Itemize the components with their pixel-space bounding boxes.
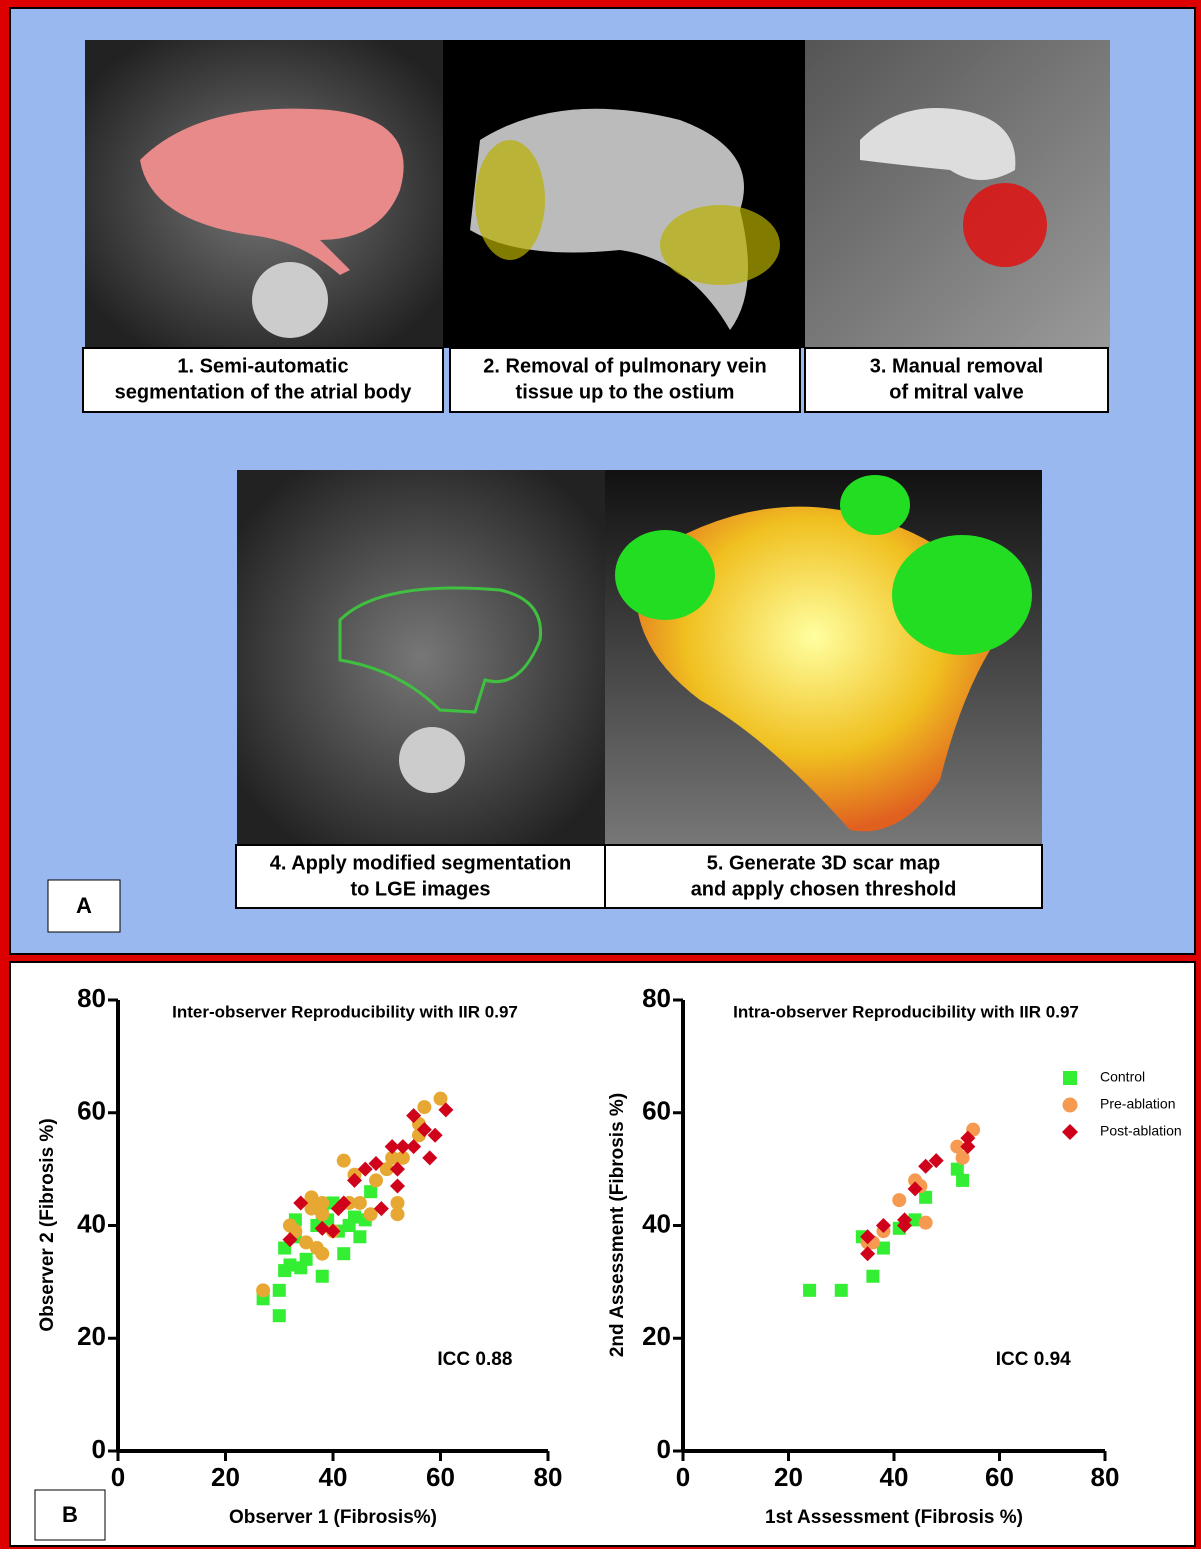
caption: 2. Removal of pulmonary vein [483,355,766,377]
point [803,1284,816,1297]
chart-title: Intra-observer Reproducibility with IIR … [733,1002,1079,1021]
caption: 4. Apply modified segmentation [270,852,572,874]
vein-cap [892,535,1032,655]
point [256,1283,270,1297]
legend-marker [1063,1071,1077,1085]
point [315,1196,329,1210]
vein-cap [840,475,910,535]
vein-plane [475,140,545,260]
legend-marker [1063,1098,1078,1113]
point [866,1270,879,1283]
point [353,1196,367,1210]
point [391,1196,405,1210]
x-tick-label: 80 [534,1462,563,1492]
y-tick-label: 80 [642,983,671,1013]
x-tick-label: 20 [774,1462,803,1492]
caption: 3. Manual removal [870,355,1043,377]
point [369,1173,383,1187]
legend-label: Control [1100,1069,1145,1085]
y-tick-label: 60 [642,1096,671,1126]
caption: to LGE images [350,878,490,900]
panel-label: B [62,1502,78,1527]
annotation: ICC 0.94 [996,1349,1071,1370]
point [337,1154,351,1168]
x-tick-label: 0 [111,1462,125,1492]
y-tick-label: 0 [92,1434,106,1464]
mitral-valve [963,183,1047,267]
y-axis-label: 2nd Assessment (Fibrosis %) [607,1093,628,1357]
figure: A B 1. Semi-automatic segmentation of the… [0,0,1201,1549]
x-tick-label: 40 [319,1462,348,1492]
x-tick-label: 60 [426,1462,455,1492]
y-tick-label: 80 [77,983,106,1013]
x-tick-label: 80 [1091,1462,1120,1492]
annotation: ICC 0.88 [437,1349,512,1370]
legend-label: Pre-ablation [1100,1096,1176,1112]
point [316,1270,329,1283]
aorta [399,727,465,793]
point [353,1230,366,1243]
y-tick-label: 0 [657,1434,671,1464]
3d-image [805,40,1110,348]
x-tick-label: 40 [880,1462,909,1492]
point [337,1247,350,1260]
caption: 1. Semi-automatic [177,355,348,377]
point [273,1309,286,1322]
y-tick-label: 20 [642,1321,671,1351]
legend-label: Post-ablation [1100,1123,1182,1139]
point [300,1253,313,1266]
y-tick-label: 20 [77,1321,106,1351]
panel-label: A [76,893,92,918]
panel-b [10,962,1195,1546]
point [835,1284,848,1297]
point [919,1216,933,1230]
point [315,1247,329,1261]
y-tick-label: 40 [77,1208,106,1238]
y-tick-label: 60 [77,1096,106,1126]
y-axis-label: Observer 2 (Fibrosis %) [37,1118,58,1331]
x-axis-label: 1st Assessment (Fibrosis %) [765,1507,1023,1528]
caption: of mitral valve [889,381,1024,403]
x-tick-label: 60 [985,1462,1014,1492]
vein-cap [615,530,715,620]
aorta [252,262,328,338]
point [417,1100,431,1114]
y-tick-label: 40 [642,1208,671,1238]
x-tick-label: 0 [676,1462,690,1492]
caption: segmentation of the atrial body [115,381,413,403]
caption: 5. Generate 3D scar map [707,852,940,874]
chart-title: Inter-observer Reproducibility with IIR … [172,1002,518,1021]
caption: tissue up to the ostium [516,381,735,403]
caption: and apply chosen threshold [691,878,957,900]
x-tick-label: 20 [211,1462,240,1492]
x-axis-label: Observer 1 (Fibrosis%) [229,1507,437,1528]
point [956,1174,969,1187]
vein-plane [660,205,780,285]
point [273,1284,286,1297]
point [892,1193,906,1207]
